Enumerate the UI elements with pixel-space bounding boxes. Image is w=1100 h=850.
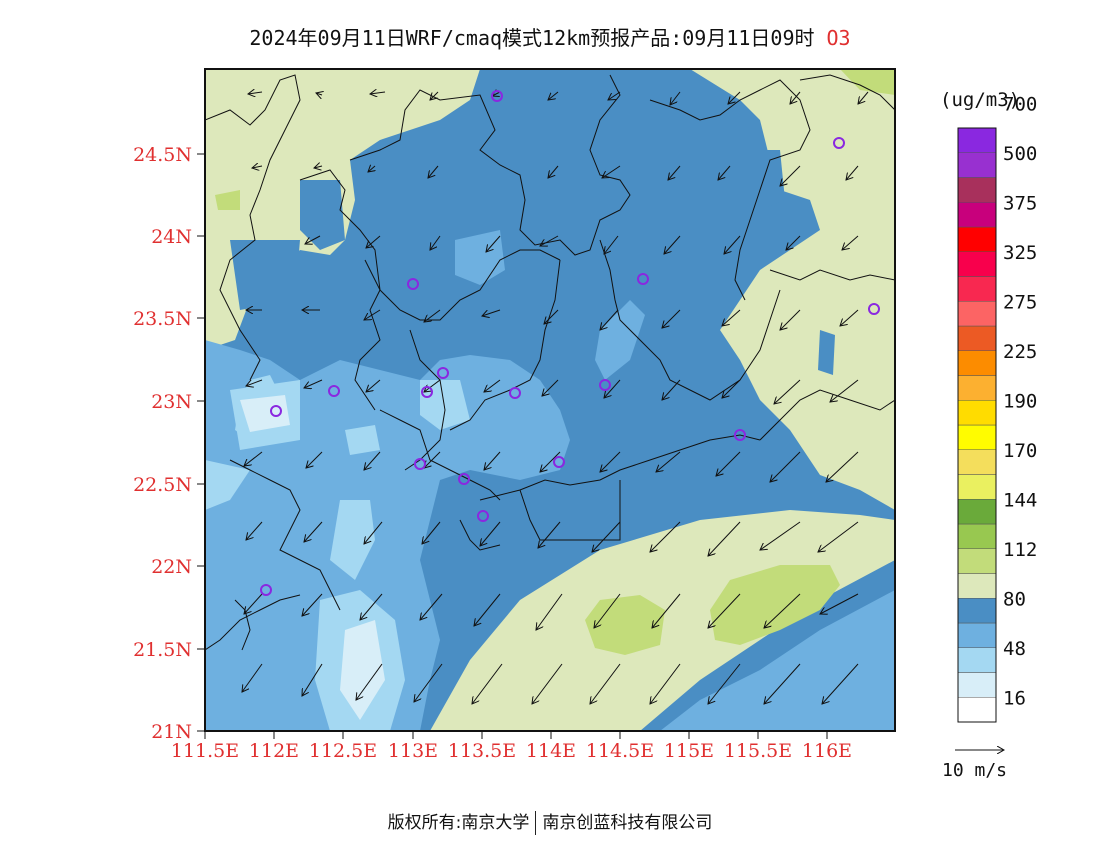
station-marker — [270, 405, 282, 417]
copyright-prefix: 版权所有:南京大学 — [387, 813, 530, 833]
colorbar-swatch — [957, 499, 997, 525]
colorbar-swatch — [957, 400, 997, 426]
monitoring-stations — [260, 90, 880, 596]
copyright: 版权所有:南京大学 南京创蓝科技有限公司 — [0, 808, 1100, 835]
colorbar-swatch — [957, 276, 997, 302]
colorbar-label: 112 — [1003, 539, 1037, 561]
station-marker — [509, 387, 521, 399]
station-marker — [833, 137, 845, 149]
lat-label: 22N — [151, 556, 192, 578]
colorbar-label: 700 — [1003, 93, 1037, 115]
colorbar-swatch — [957, 127, 997, 153]
colorbar-swatch — [957, 647, 997, 673]
station-marker — [260, 584, 272, 596]
colorbar-swatch — [957, 622, 997, 648]
station-marker — [477, 510, 489, 522]
colorbar-label: 500 — [1003, 143, 1037, 165]
lat-label: 21N — [151, 721, 192, 743]
lon-label: 113.5E — [448, 740, 516, 762]
colorbar-swatch — [957, 375, 997, 401]
colorbar-swatch — [957, 152, 997, 178]
lon-label: 114.5E — [586, 740, 654, 762]
colorbar-swatch — [957, 523, 997, 549]
colorbar-label: 375 — [1003, 192, 1037, 214]
station-marker — [599, 379, 611, 391]
station-marker — [458, 473, 470, 485]
colorbar-swatch — [957, 301, 997, 327]
station-marker — [328, 385, 340, 397]
lon-label: 115.5E — [724, 740, 792, 762]
title-species: O3 — [826, 26, 851, 50]
lon-label: 116E — [802, 740, 852, 762]
lat-label: 22.5N — [133, 474, 192, 496]
boundaries — [205, 74, 895, 651]
colorbar-swatch — [957, 573, 997, 599]
station-marker — [491, 90, 503, 102]
colorbar-swatch — [957, 548, 997, 574]
colorbar-label: 16 — [1003, 687, 1026, 709]
station-marker — [868, 303, 880, 315]
colorbar-label: 80 — [1003, 588, 1026, 610]
colorbar-label: 325 — [1003, 242, 1037, 264]
colorbar-swatch — [957, 424, 997, 450]
station-marker — [437, 367, 449, 379]
station-marker — [407, 278, 419, 290]
green-zone-northeast — [690, 69, 895, 510]
colorbar-swatch — [957, 202, 997, 228]
colorbar-swatch — [957, 251, 997, 277]
colorbar-swatch — [957, 177, 997, 203]
chart-title: 2024年09月11日WRF/cmaq模式12km预报产品:09月11日09时 O… — [0, 22, 1100, 51]
title-main: 2024年09月11日WRF/cmaq模式12km预报产品:09月11日09时 — [249, 26, 815, 50]
colorbar-label: 144 — [1003, 489, 1037, 511]
axis-ticks — [197, 153, 828, 739]
colorbar-label: 170 — [1003, 440, 1037, 462]
colorbar-swatch — [957, 697, 997, 723]
lon-label: 114E — [526, 740, 576, 762]
map-frame — [204, 68, 896, 732]
colorbar-swatch — [957, 598, 997, 624]
station-marker — [637, 273, 649, 285]
green-zone-northwest — [205, 69, 480, 350]
copyright-separator — [535, 811, 537, 835]
colorbar-label: 48 — [1003, 638, 1026, 660]
concentration-field — [205, 69, 895, 731]
colorbar-frame — [957, 127, 997, 723]
station-marker — [734, 429, 746, 441]
station-marker — [414, 458, 426, 470]
colorbar-labels: 16 48 80 112 144 170 190 225 275 325 375 500 700 — [1003, 93, 1037, 709]
lon-label: 112E — [249, 740, 299, 762]
colorbar-swatch — [957, 474, 997, 500]
copyright-company: 南京创蓝科技有限公司 — [542, 813, 713, 833]
station-marker — [553, 456, 565, 468]
wind-vectors — [242, 92, 869, 704]
lon-label: 115E — [664, 740, 714, 762]
lat-label: 24.5N — [133, 144, 192, 166]
colorbar-swatch — [957, 350, 997, 376]
colorbar-swatch — [957, 325, 997, 351]
lat-label: 21.5N — [133, 639, 192, 661]
colorbar-swatch — [957, 449, 997, 475]
colorbar-label: 225 — [1003, 341, 1037, 363]
colorbar-swatch — [957, 226, 997, 252]
lon-label: 111.5E — [171, 740, 239, 762]
station-marker — [421, 386, 433, 398]
wind-reference-label: 10 m/s — [942, 760, 1008, 781]
lon-label: 112.5E — [309, 740, 377, 762]
colorbar-label: 275 — [1003, 291, 1037, 313]
lat-label: 23.5N — [133, 308, 192, 330]
latitude-labels: 24.5N 24N 23.5N 23N 22.5N 22N 21.5N 21N — [133, 144, 192, 743]
colorbar-unit: (ug/m3) — [940, 89, 1021, 111]
colorbar-label: 190 — [1003, 390, 1037, 412]
colorbar — [957, 127, 997, 723]
lat-label: 23N — [151, 391, 192, 413]
colorbar-swatch — [957, 672, 997, 698]
lat-label: 24N — [151, 226, 192, 248]
lon-label: 113E — [388, 740, 438, 762]
longitude-labels: 111.5E 112E 112.5E 113E 113.5E 114E 114.… — [171, 740, 852, 762]
